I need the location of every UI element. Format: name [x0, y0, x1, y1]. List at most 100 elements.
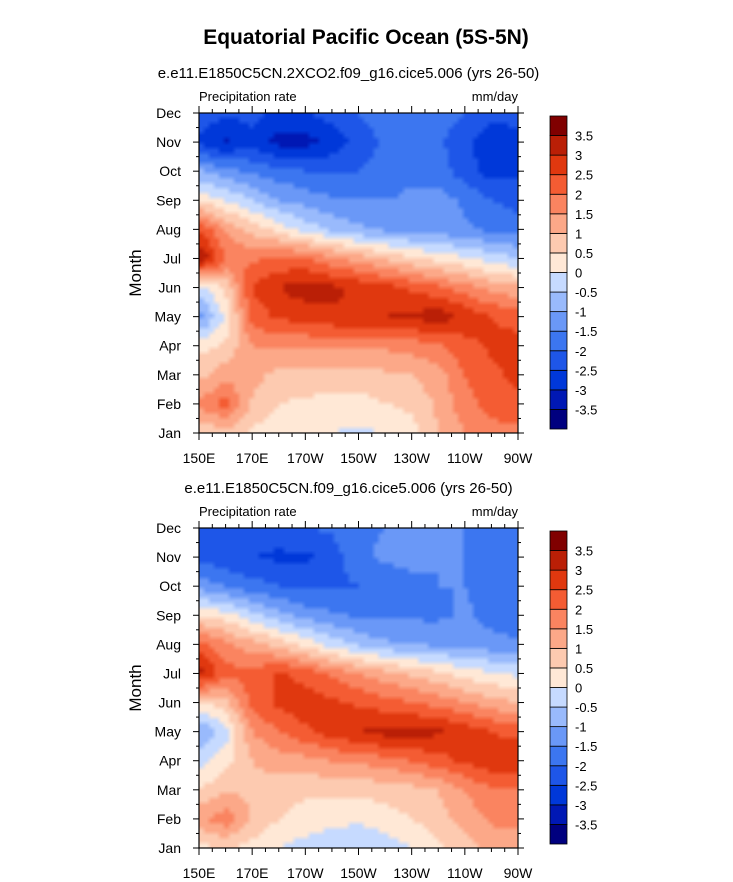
y-tick-label: Dec: [156, 105, 181, 121]
colorbar-box: [549, 135, 568, 156]
right-string: mm/day: [472, 89, 519, 104]
colorbar-box: [549, 154, 568, 176]
colorbar-box: [549, 569, 568, 591]
colorbar-box: [549, 765, 568, 786]
colorbar-box: [549, 232, 568, 254]
x-tick-label: 150E: [183, 865, 216, 881]
colorbar-box: [549, 530, 568, 551]
panel-2xco2: e.e11.E1850C5CN.2XCO2.f09_g16.cice5.006 …: [126, 65, 597, 466]
x-tick-label: 150W: [340, 450, 377, 466]
colorbar-label: 3: [575, 148, 582, 163]
colorbar-label: -2: [575, 344, 587, 359]
y-tick-label: Dec: [156, 520, 181, 536]
figure-title: Equatorial Pacific Ocean (5S-5N): [203, 26, 529, 49]
right-string: mm/day: [472, 504, 519, 519]
colorbar-box: [549, 311, 568, 332]
colorbar-box: [549, 389, 568, 410]
colorbar-box: [549, 115, 568, 136]
panel-title: e.e11.E1850C5CN.f09_g16.cice5.006 (yrs 2…: [184, 480, 512, 497]
y-tick-label: Aug: [156, 636, 181, 652]
contour-field: [199, 528, 518, 848]
y-tick-label: Jul: [163, 250, 181, 266]
colorbar-box: [549, 213, 568, 234]
x-tick-label: 150W: [340, 865, 377, 881]
colorbar-box: [549, 608, 568, 630]
colorbar-box: [549, 804, 568, 825]
y-tick-label: Oct: [159, 578, 181, 594]
colorbar-label: -3: [575, 798, 587, 813]
colorbar-box: [549, 550, 568, 571]
colorbar-box: [549, 369, 568, 391]
colorbar-box: [549, 252, 568, 273]
y-tick-label: Feb: [157, 396, 181, 412]
y-axis-label: Month: [126, 249, 145, 296]
y-tick-label: Sep: [156, 607, 181, 623]
colorbar-label: 1.5: [575, 622, 593, 637]
y-tick-label: Jun: [158, 280, 181, 296]
left-string: Precipitation rate: [199, 89, 297, 104]
colorbar-label: 0.5: [575, 246, 593, 261]
colorbar-label: 2.5: [575, 583, 593, 598]
colorbar-box: [549, 589, 568, 610]
colorbar-label: -3: [575, 383, 587, 398]
panel-title: e.e11.E1850C5CN.2XCO2.f09_g16.cice5.006 …: [158, 65, 540, 82]
y-tick-label: Jan: [158, 425, 181, 441]
colorbar-label: -0.5: [575, 700, 597, 715]
y-tick-label: May: [155, 309, 181, 325]
colorbar-box: [549, 667, 568, 688]
y-tick-label: May: [155, 724, 181, 740]
colorbar-label: -3.5: [575, 817, 597, 832]
y-tick-label: Nov: [156, 549, 181, 565]
colorbar-label: -1.5: [575, 324, 597, 339]
colorbar-label: -2: [575, 759, 587, 774]
colorbar-label: 2.5: [575, 168, 593, 183]
y-axis-label: Month: [126, 664, 145, 711]
colorbar-label: -2.5: [575, 778, 597, 793]
left-string: Precipitation rate: [199, 504, 297, 519]
y-tick-label: Jan: [158, 840, 181, 856]
colorbar-label: 0: [575, 266, 582, 281]
colorbar-label: 3.5: [575, 544, 593, 559]
colorbar-label: 3.5: [575, 129, 593, 144]
colorbar-label: 1.5: [575, 207, 593, 222]
colorbar-box: [549, 628, 568, 649]
panel-control: e.e11.E1850C5CN.f09_g16.cice5.006 (yrs 2…: [126, 480, 597, 881]
y-tick-label: Feb: [157, 811, 181, 827]
colorbar-label: 0.5: [575, 661, 593, 676]
x-tick-label: 110W: [447, 865, 483, 881]
colorbar-box: [549, 687, 568, 708]
colorbar-box: [549, 824, 568, 845]
x-tick-label: 130W: [393, 450, 430, 466]
colorbar-box: [549, 193, 568, 215]
y-tick-label: Apr: [159, 753, 181, 769]
x-tick-label: 170E: [236, 865, 269, 881]
y-tick-label: Nov: [156, 134, 181, 150]
colorbar-label: -1: [575, 305, 587, 320]
y-tick-label: Mar: [157, 782, 181, 798]
y-tick-label: Aug: [156, 221, 181, 237]
y-tick-label: Apr: [159, 338, 181, 354]
colorbar-label: 2: [575, 602, 582, 617]
colorbar-label: 2: [575, 187, 582, 202]
x-tick-label: 110W: [447, 450, 483, 466]
colorbar-label: 1: [575, 226, 582, 241]
colorbar-box: [549, 272, 568, 293]
colorbar-box: [549, 745, 568, 767]
colorbar-label: 3: [575, 563, 582, 578]
colorbar-label: -1: [575, 720, 587, 735]
colorbar-box: [549, 784, 568, 806]
colorbar-label: -1.5: [575, 739, 597, 754]
colorbar-label: -2.5: [575, 363, 597, 378]
colorbar-box: [549, 350, 568, 371]
colorbar-box: [549, 174, 568, 195]
colorbar-box: [549, 291, 568, 313]
colorbar-box: [549, 726, 568, 747]
y-tick-label: Mar: [157, 367, 181, 383]
x-tick-label: 170W: [287, 865, 324, 881]
colorbar-box: [549, 706, 568, 728]
y-tick-label: Sep: [156, 192, 181, 208]
colorbar-box: [549, 647, 568, 669]
y-tick-label: Jun: [158, 695, 181, 711]
x-tick-label: 90W: [504, 450, 534, 466]
colorbar-label: -3.5: [575, 402, 597, 417]
